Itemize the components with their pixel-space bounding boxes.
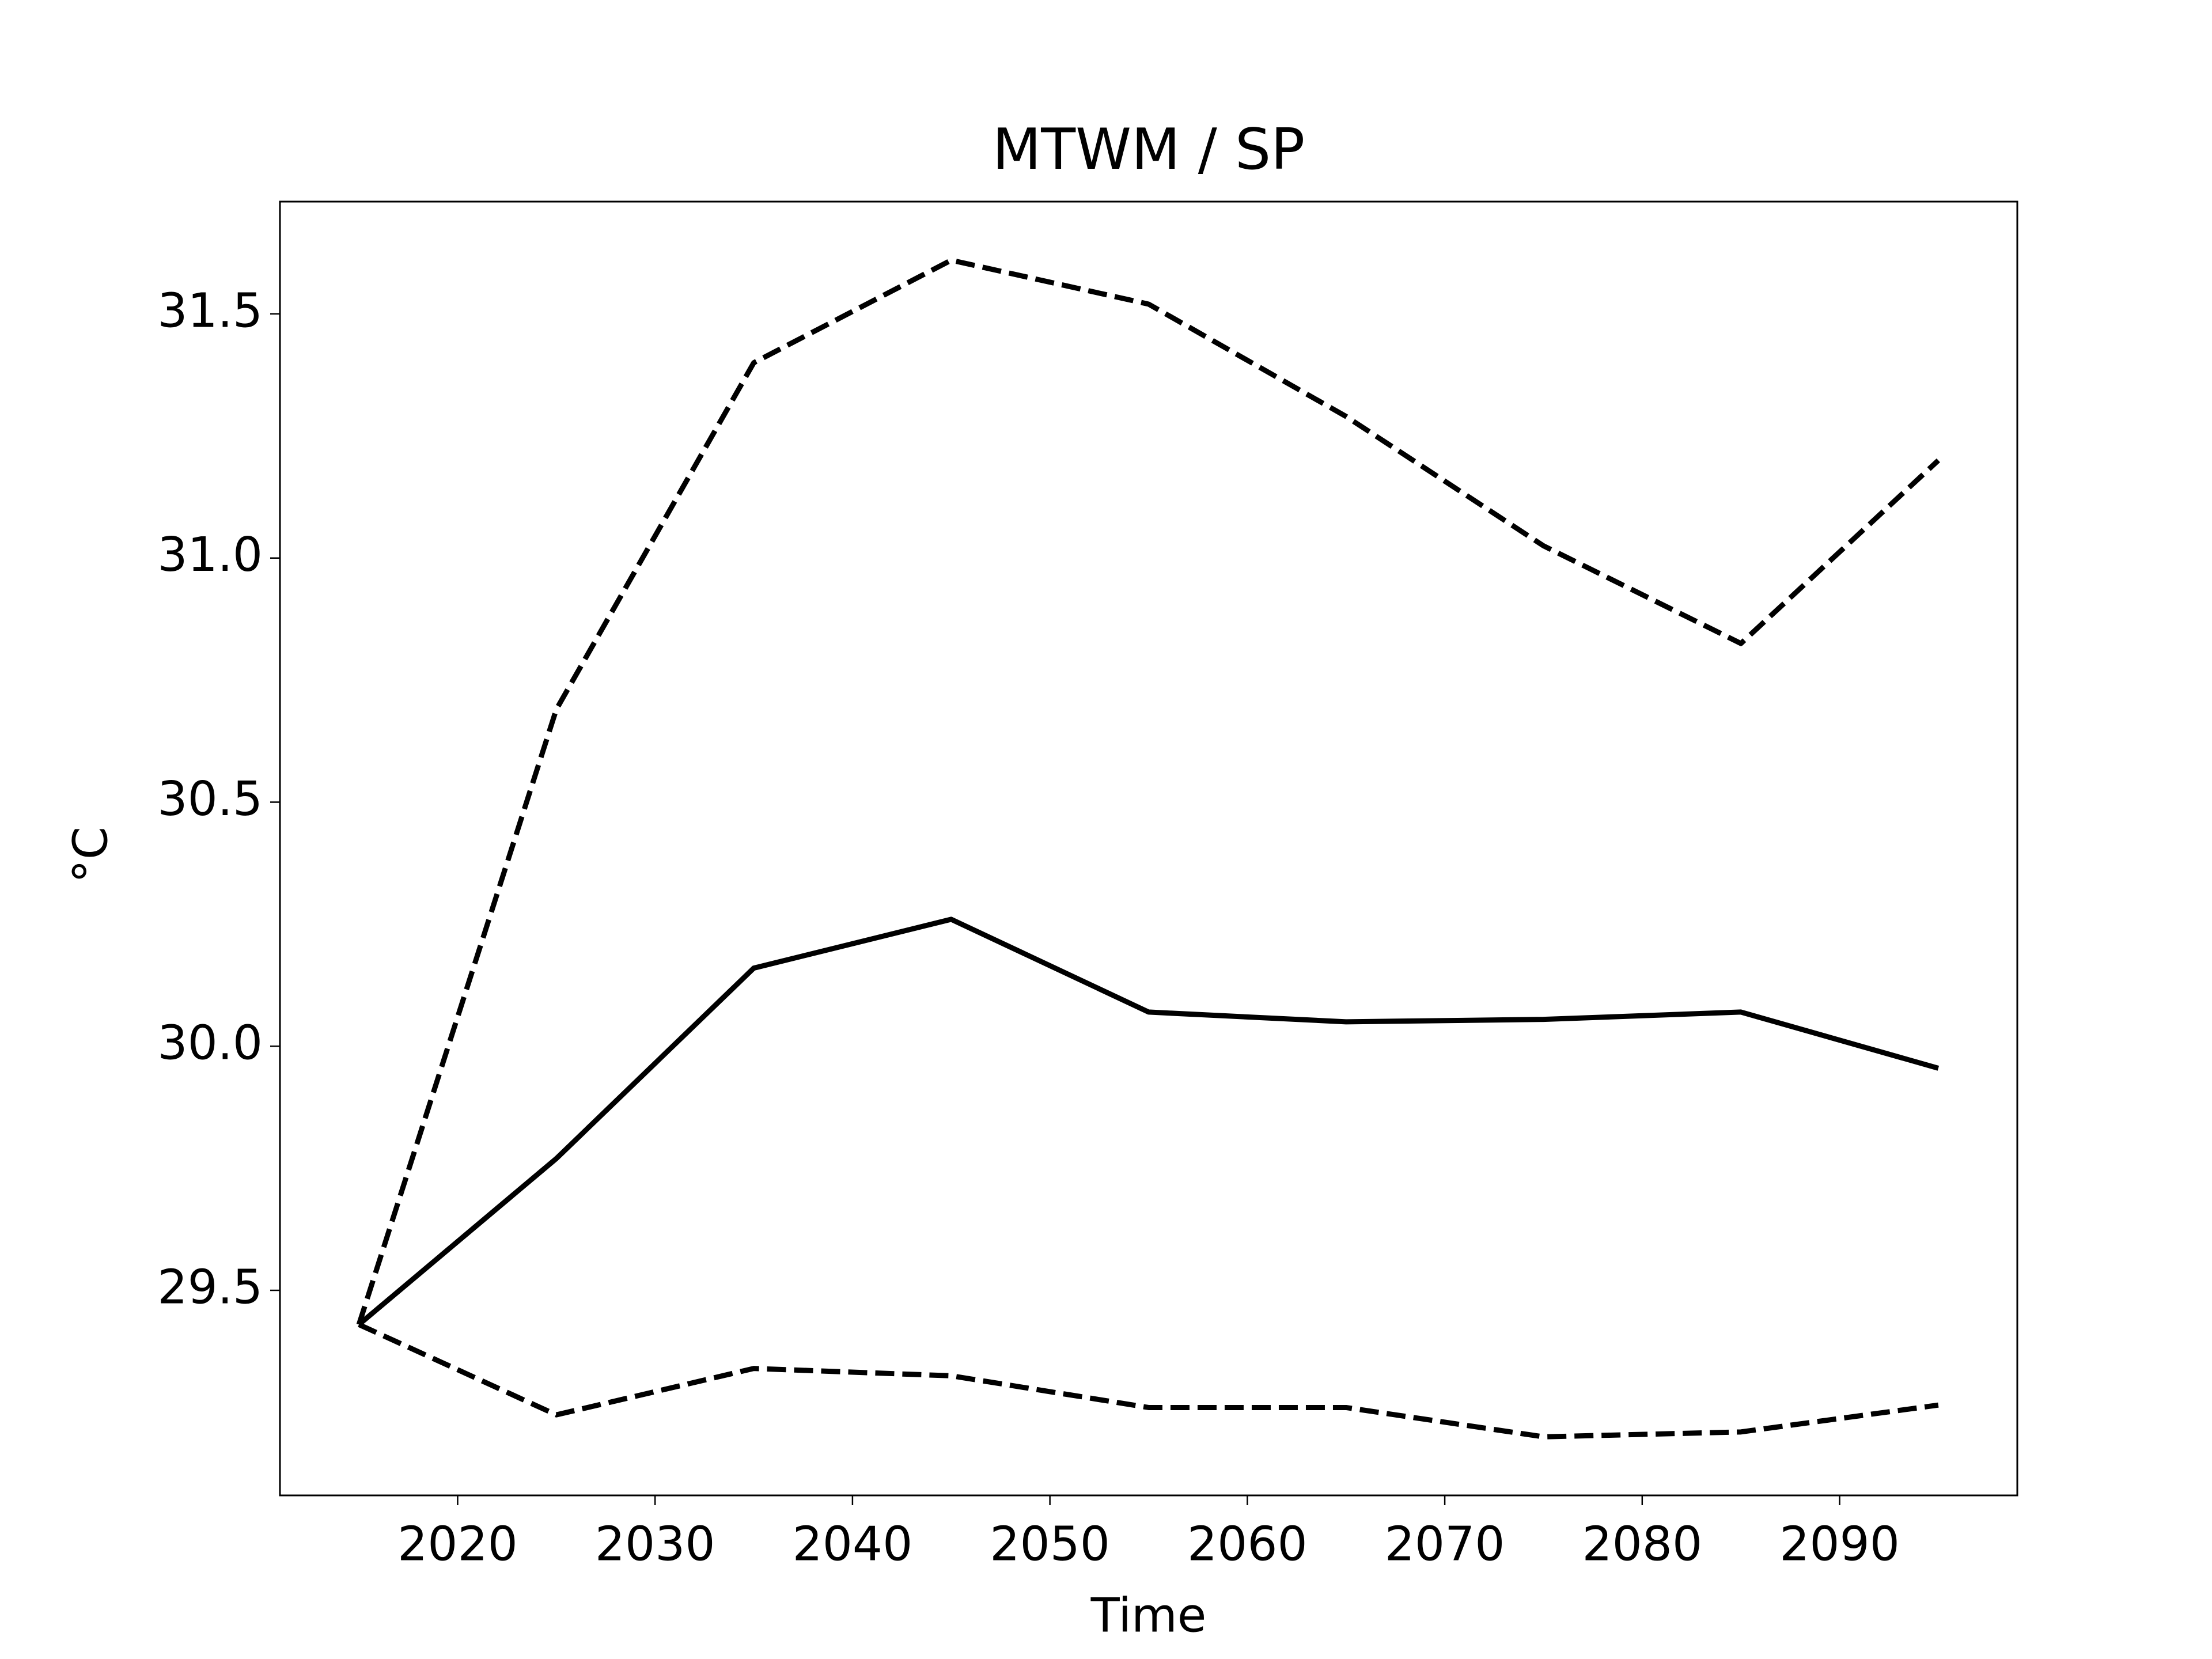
x-axis-label: Time bbox=[1090, 1588, 1207, 1643]
y-tick-label: 30.0 bbox=[157, 1016, 263, 1071]
x-tick-label: 2080 bbox=[1582, 1517, 1702, 1571]
plot-frame bbox=[279, 200, 2018, 1497]
y-axis-label: °C bbox=[63, 827, 118, 883]
x-tick-label: 2090 bbox=[1779, 1517, 1900, 1571]
y-tick-label: 31.5 bbox=[157, 283, 263, 338]
x-tick-label: 2030 bbox=[595, 1517, 715, 1571]
data-line bbox=[356, 257, 1940, 1325]
data-line bbox=[358, 1322, 1939, 1440]
y-tick-label: 31.0 bbox=[157, 528, 263, 582]
x-tick-label: 2060 bbox=[1187, 1517, 1308, 1571]
x-tick-label: 2020 bbox=[397, 1517, 518, 1571]
x-tick-label: 2040 bbox=[793, 1517, 913, 1571]
data-line bbox=[357, 916, 1940, 1327]
x-tick-label: 2050 bbox=[990, 1517, 1110, 1571]
chart-title: MTWM / SP bbox=[993, 117, 1305, 183]
y-tick-label: 29.5 bbox=[157, 1260, 263, 1315]
y-tick-label: 30.5 bbox=[157, 772, 263, 827]
x-tick-label: 2070 bbox=[1385, 1517, 1505, 1571]
